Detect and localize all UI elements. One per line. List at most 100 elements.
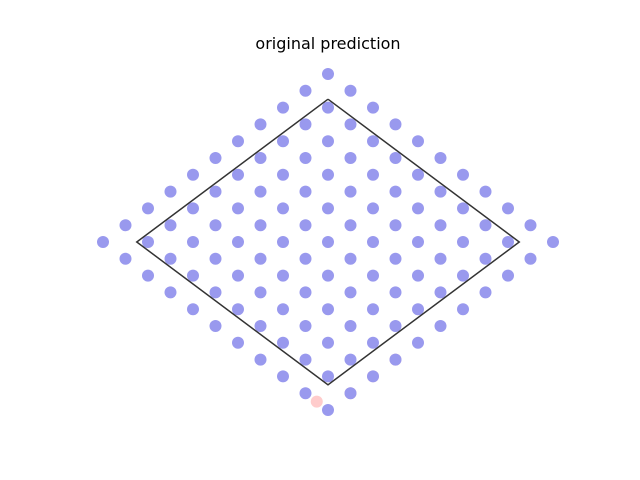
point-blue-49 bbox=[299, 252, 312, 265]
point-blue-34 bbox=[254, 152, 267, 164]
point-blue-95 bbox=[412, 269, 424, 282]
point-blue-60 bbox=[322, 236, 334, 248]
point-blue-100 bbox=[434, 320, 447, 332]
point-blue-63 bbox=[322, 135, 334, 148]
point-blue-20 bbox=[209, 152, 222, 164]
point-blue-38 bbox=[277, 303, 289, 316]
point-blue-37 bbox=[277, 336, 289, 349]
point-blue-2 bbox=[119, 219, 132, 232]
point-blue-51 bbox=[299, 185, 312, 198]
point-blue-102 bbox=[434, 252, 447, 265]
point-blue-94 bbox=[412, 303, 424, 316]
point-blue-70 bbox=[344, 252, 357, 265]
point-blue-84 bbox=[367, 101, 379, 114]
point-blue-33 bbox=[254, 185, 267, 198]
point-blue-61 bbox=[322, 202, 334, 215]
point-blue-19 bbox=[209, 185, 222, 198]
point-blue-69 bbox=[344, 286, 357, 299]
point-blue-103 bbox=[434, 219, 447, 232]
point-blue-48 bbox=[299, 286, 312, 299]
point-blue-110 bbox=[457, 168, 469, 181]
point-blue-41 bbox=[277, 202, 289, 215]
point-blue-13 bbox=[187, 202, 199, 215]
point-blue-99 bbox=[412, 135, 424, 148]
point-blue-74 bbox=[344, 118, 357, 131]
point-blue-0 bbox=[97, 236, 109, 248]
point-blue-52 bbox=[299, 152, 312, 164]
boundary-outline bbox=[135, 98, 521, 386]
point-blue-73 bbox=[344, 152, 357, 164]
point-blue-39 bbox=[277, 269, 289, 282]
point-blue-97 bbox=[412, 202, 424, 215]
point-blue-24 bbox=[232, 236, 244, 248]
point-blue-108 bbox=[457, 236, 469, 248]
point-blue-67 bbox=[344, 353, 357, 366]
point-blue-42 bbox=[277, 168, 289, 181]
point-blue-96 bbox=[412, 236, 424, 248]
point-blue-46 bbox=[299, 353, 312, 366]
point-blue-40 bbox=[277, 236, 289, 248]
point-blue-29 bbox=[254, 320, 267, 332]
point-blue-28 bbox=[254, 353, 267, 366]
point-blue-59 bbox=[322, 269, 334, 282]
point-blue-85 bbox=[389, 353, 402, 366]
point-blue-107 bbox=[457, 269, 469, 282]
point-blue-89 bbox=[389, 219, 402, 232]
point-blue-57 bbox=[322, 336, 334, 349]
point-blue-21 bbox=[232, 336, 244, 349]
point-blue-31 bbox=[254, 252, 267, 265]
point-blue-22 bbox=[232, 303, 244, 316]
point-blue-79 bbox=[367, 269, 379, 282]
point-blue-78 bbox=[367, 303, 379, 316]
point-blue-75 bbox=[344, 84, 357, 97]
point-blue-54 bbox=[299, 84, 312, 97]
point-blue-111 bbox=[479, 286, 492, 299]
point-blue-44 bbox=[277, 101, 289, 114]
point-blue-109 bbox=[457, 202, 469, 215]
point-blue-43 bbox=[277, 135, 289, 148]
point-blue-106 bbox=[457, 303, 469, 316]
point-blue-12 bbox=[187, 236, 199, 248]
point-blue-10 bbox=[187, 303, 199, 316]
point-blue-55 bbox=[322, 404, 334, 416]
point-blue-120 bbox=[547, 236, 559, 248]
point-blue-88 bbox=[389, 252, 402, 265]
point-blue-72 bbox=[344, 185, 357, 198]
point-blue-6 bbox=[164, 286, 177, 299]
point-blue-119 bbox=[524, 219, 537, 232]
point-blue-104 bbox=[434, 185, 447, 198]
point-blue-8 bbox=[164, 219, 177, 232]
point-blue-118 bbox=[524, 252, 537, 265]
point-blue-91 bbox=[389, 152, 402, 164]
series-blue bbox=[97, 68, 559, 416]
point-blue-93 bbox=[412, 336, 424, 349]
point-blue-3 bbox=[142, 269, 154, 282]
point-blue-82 bbox=[367, 168, 379, 181]
point-blue-98 bbox=[412, 168, 424, 181]
point-blue-15 bbox=[209, 320, 222, 332]
point-blue-87 bbox=[389, 286, 402, 299]
point-blue-80 bbox=[367, 236, 379, 248]
point-blue-27 bbox=[232, 135, 244, 148]
point-blue-14 bbox=[187, 168, 199, 181]
point-blue-86 bbox=[389, 320, 402, 332]
point-blue-68 bbox=[344, 320, 357, 332]
point-blue-50 bbox=[299, 219, 312, 232]
point-blue-113 bbox=[479, 219, 492, 232]
point-pink-0 bbox=[310, 395, 323, 408]
point-blue-4 bbox=[142, 236, 154, 248]
point-blue-116 bbox=[502, 236, 514, 248]
point-blue-5 bbox=[142, 202, 154, 215]
point-blue-45 bbox=[299, 387, 312, 400]
point-blue-112 bbox=[479, 252, 492, 265]
point-blue-71 bbox=[344, 219, 357, 232]
point-blue-77 bbox=[367, 336, 379, 349]
point-blue-17 bbox=[209, 252, 222, 265]
point-blue-90 bbox=[389, 185, 402, 198]
point-blue-114 bbox=[479, 185, 492, 198]
point-blue-64 bbox=[322, 101, 334, 114]
point-blue-9 bbox=[164, 185, 177, 198]
point-blue-23 bbox=[232, 269, 244, 282]
